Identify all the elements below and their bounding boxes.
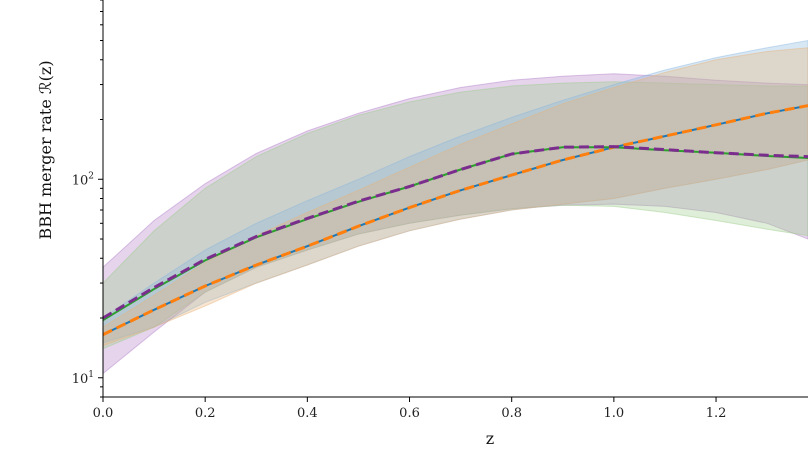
median-curve-4 [102, 145, 808, 320]
y-axis-label: BBH merger rate ℛ(z) [36, 60, 55, 239]
confidence-bands [102, 39, 808, 375]
median-curve-2 [102, 104, 808, 336]
x-ticks: 0.0 0.2 0.4 0.6 0.8 1.0 1.2 [93, 397, 727, 421]
median-curves [102, 104, 808, 336]
x-tick-label: 0.4 [297, 406, 318, 421]
x-axis-label: z [486, 429, 494, 448]
confidence-band-4 [102, 47, 808, 347]
y-tick-label: 101 [72, 370, 94, 387]
x-tick-label: 0.8 [501, 406, 522, 421]
y-ticks: 101 102 [72, 0, 103, 398]
x-tick-label: 1.2 [706, 406, 727, 421]
x-tick-label: 0.6 [399, 406, 420, 421]
x-tick-label: 0.2 [195, 406, 216, 421]
y-tick-label: 102 [72, 171, 94, 188]
x-tick-label: 0.0 [93, 406, 114, 421]
x-tick-label: 1.0 [604, 406, 625, 421]
